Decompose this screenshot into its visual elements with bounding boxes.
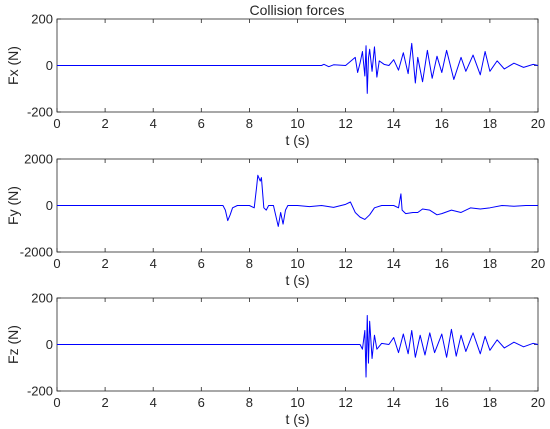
x-tick-label: 18 — [483, 256, 497, 271]
x-tick-label: 12 — [338, 256, 352, 271]
x-tick-label: 2 — [101, 116, 108, 131]
x-tick-label: 14 — [386, 395, 400, 410]
x-tick-label: 8 — [246, 256, 253, 271]
x-tick-label: 10 — [290, 256, 304, 271]
x-tick-label: 0 — [53, 116, 60, 131]
x-tick-label: 4 — [150, 116, 157, 131]
force-series-line — [57, 42, 539, 94]
x-tick-label: 20 — [531, 395, 545, 410]
force-series-line — [57, 174, 538, 227]
x-tick-label: 14 — [386, 256, 400, 271]
y-axis-label: Fy (N) — [5, 186, 21, 225]
x-tick-label: 8 — [246, 395, 253, 410]
x-tick-label: 16 — [435, 395, 449, 410]
x-tick-label: 16 — [435, 116, 449, 131]
y-tick-label: 0 — [46, 58, 53, 73]
y-tick-label: 0 — [46, 337, 53, 352]
x-tick-label: 6 — [198, 256, 205, 271]
y-tick-label: -200 — [27, 105, 53, 120]
y-axis-label: Fx (N) — [5, 46, 21, 85]
y-tick-label: 200 — [31, 291, 53, 306]
x-tick-label: 20 — [531, 256, 545, 271]
figure-title: Collision forces — [250, 2, 345, 18]
x-tick-label: 18 — [483, 395, 497, 410]
x-tick-label: 12 — [338, 395, 352, 410]
x-tick-label: 0 — [53, 395, 60, 410]
y-tick-label: 200 — [31, 12, 53, 27]
y-tick-label: -200 — [27, 384, 53, 399]
x-tick-label: 10 — [290, 395, 304, 410]
x-tick-label: 6 — [198, 116, 205, 131]
x-tick-label: 20 — [531, 116, 545, 131]
x-tick-label: 2 — [101, 256, 108, 271]
y-tick-label: 2000 — [24, 152, 53, 167]
x-tick-label: 18 — [483, 116, 497, 131]
y-axis-label: Fz (N) — [5, 325, 21, 364]
x-tick-label: 12 — [338, 116, 352, 131]
x-tick-label: 4 — [150, 256, 157, 271]
x-tick-label: 10 — [290, 116, 304, 131]
x-axis-label: t (s) — [285, 272, 309, 288]
x-tick-label: 14 — [386, 116, 400, 131]
x-tick-label: 8 — [246, 116, 253, 131]
y-tick-label: -2000 — [20, 245, 53, 260]
x-tick-label: 0 — [53, 256, 60, 271]
x-tick-label: 6 — [198, 395, 205, 410]
y-tick-label: 0 — [46, 198, 53, 213]
force-series-line — [57, 314, 539, 378]
x-tick-label: 2 — [101, 395, 108, 410]
x-axis-label: t (s) — [285, 411, 309, 427]
x-tick-label: 16 — [435, 256, 449, 271]
x-tick-label: 4 — [150, 395, 157, 410]
x-axis-label: t (s) — [285, 132, 309, 148]
